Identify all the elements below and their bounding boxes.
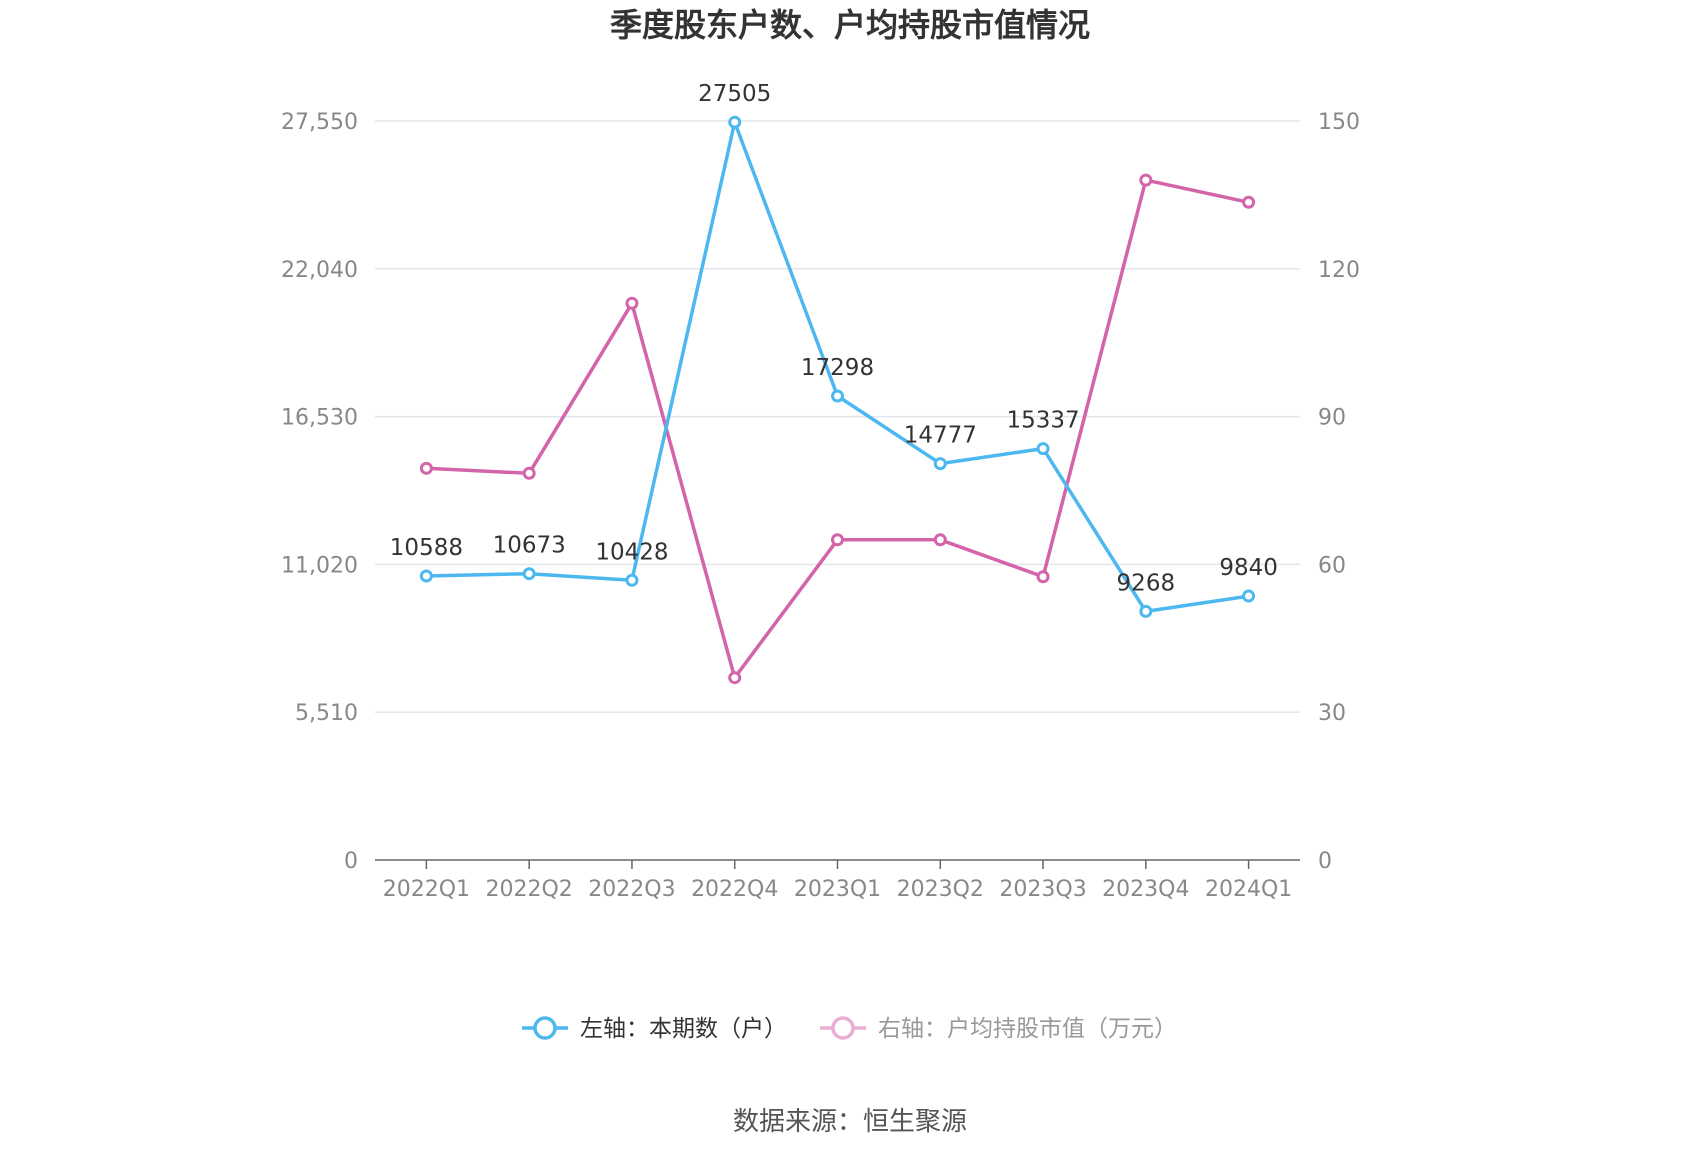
x-tick-label: 2024Q1	[1205, 877, 1292, 902]
data-point[interactable]	[522, 466, 536, 480]
x-tick-label: 2022Q2	[486, 877, 573, 902]
data-point[interactable]	[1036, 570, 1050, 584]
data-label: 14777	[904, 423, 977, 449]
x-tick-label: 2023Q1	[794, 877, 881, 902]
left-tick-label: 5,510	[295, 701, 358, 726]
legend-right-marker	[831, 1016, 855, 1040]
data-point[interactable]	[1242, 589, 1256, 603]
x-tick-label: 2022Q1	[383, 877, 470, 902]
data-point[interactable]	[1036, 442, 1050, 456]
series-layer	[419, 115, 1256, 685]
right-tick-label: 60	[1318, 553, 1346, 578]
x-axis: 2022Q1 2022Q2 2022Q3 2022Q4 2023Q1 2023Q2 2023…	[375, 859, 1300, 902]
data-point[interactable]	[419, 461, 433, 475]
left-tick-label: 0	[344, 849, 358, 874]
data-label: 10428	[595, 539, 668, 565]
data-label: 10588	[390, 535, 463, 561]
legend-item-right[interactable]: 右轴：户均持股市值（万元）	[820, 1016, 1177, 1042]
right-tick-label: 120	[1318, 258, 1360, 283]
data-source: 数据来源：恒生聚源	[733, 1107, 967, 1137]
x-tick-label: 2022Q3	[588, 877, 675, 902]
legend: 左轴：本期数（户） 右轴：户均持股市值（万元）	[522, 1016, 1177, 1042]
data-point[interactable]	[933, 457, 947, 471]
data-label: 9840	[1219, 555, 1278, 581]
left-tick-label: 22,040	[281, 258, 358, 283]
legend-item-left[interactable]: 左轴：本期数（户）	[522, 1016, 787, 1042]
data-labels: 10588 10673 10428 27505 17298 14777 15337 9268 9…	[390, 81, 1278, 596]
data-point[interactable]	[625, 296, 639, 310]
data-point[interactable]	[933, 533, 947, 547]
x-tick-label: 2023Q3	[999, 877, 1086, 902]
chart-title: 季度股东户数、户均持股市值情况	[610, 6, 1090, 44]
grid-lines	[375, 120, 1300, 713]
left-tick-label: 16,530	[281, 406, 358, 431]
x-tick-label: 2023Q2	[897, 877, 984, 902]
data-point[interactable]	[522, 567, 536, 581]
right-tick-label: 90	[1318, 406, 1346, 431]
data-point[interactable]	[419, 569, 433, 583]
data-label: 15337	[1006, 408, 1079, 434]
data-point[interactable]	[625, 573, 639, 587]
left-tick-label: 11,020	[281, 553, 358, 578]
data-label: 27505	[698, 81, 771, 107]
data-point[interactable]	[1139, 604, 1153, 618]
data-point[interactable]	[728, 671, 742, 685]
legend-left-label: 左轴：本期数（户）	[580, 1016, 787, 1042]
data-point[interactable]	[831, 389, 844, 403]
data-label: 9268	[1117, 570, 1176, 596]
legend-left-marker	[533, 1016, 557, 1040]
data-label: 10673	[493, 533, 566, 559]
series-line-right	[426, 178, 1249, 680]
data-point[interactable]	[728, 115, 742, 129]
data-point[interactable]	[1139, 173, 1153, 187]
right-tick-label: 0	[1318, 849, 1332, 874]
data-point[interactable]	[831, 533, 844, 547]
x-tick-label: 2023Q4	[1102, 877, 1189, 902]
right-axis-ticks: 0 30 60 90 120 150	[1318, 110, 1360, 874]
right-tick-label: 150	[1318, 110, 1360, 135]
data-point[interactable]	[1242, 195, 1256, 209]
legend-right-label: 右轴：户均持股市值（万元）	[878, 1016, 1177, 1042]
data-label: 17298	[801, 355, 874, 381]
x-tick-label: 2022Q4	[691, 877, 778, 902]
right-tick-label: 30	[1318, 701, 1346, 726]
left-axis-ticks: 0 5,510 11,020 16,530 22,040 27,550	[281, 110, 358, 874]
left-tick-label: 27,550	[281, 110, 358, 135]
